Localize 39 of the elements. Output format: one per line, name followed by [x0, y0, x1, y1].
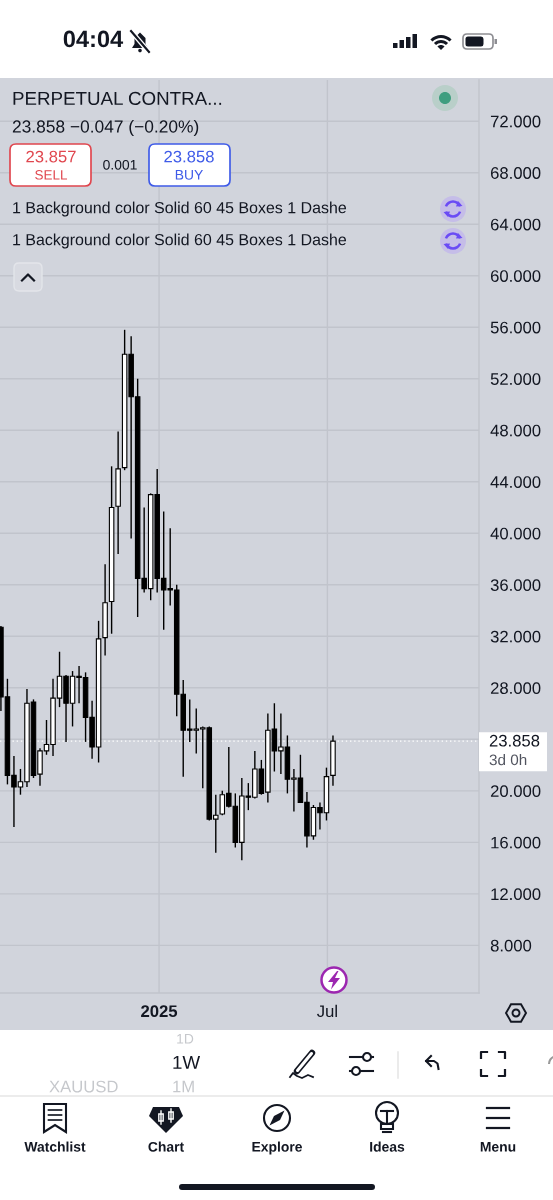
annotation: 23.858 — [164, 150, 214, 163]
x-tick-label: Jul — [317, 1004, 337, 1018]
y-tick-label: 28.000 — [490, 682, 541, 695]
text: Menu — [480, 1142, 516, 1152]
y-tick-label: 68.000 — [490, 167, 541, 179]
y-tick-label: 16.000 — [491, 836, 541, 849]
annotation: 23.857 — [26, 150, 76, 163]
annotation: BUY — [175, 170, 203, 180]
text: 1D — [177, 1034, 194, 1044]
annotation: 1 Background color Solid 60 45 Boxes 1 Dashe — [13, 201, 347, 217]
text: Chart — [148, 1141, 184, 1152]
chart-title: PERPETUAL CONTRA... — [13, 91, 222, 106]
text: 3d 0h — [489, 754, 527, 766]
y-tick-label: 48.000 — [490, 424, 541, 437]
y-tick-label: 36.000 — [490, 579, 541, 591]
text: Watchlist — [24, 1141, 86, 1152]
annotation: SELL — [35, 170, 68, 180]
y-tick-label: 32.000 — [490, 630, 541, 643]
text: 1W — [173, 1055, 201, 1069]
text: Explore — [252, 1141, 302, 1155]
y-tick-label: 52.000 — [490, 373, 541, 385]
ref-line-label: 23.858 — [489, 734, 540, 747]
y-tick-label: 20.000 — [490, 785, 541, 798]
y-tick-label: 12.000 — [491, 888, 541, 901]
annotation: 0.001 — [103, 159, 137, 170]
text: XAUUSD — [49, 1080, 118, 1093]
y-tick-label: 60.000 — [490, 270, 541, 282]
y-tick-label: 72.000 — [490, 115, 541, 128]
annotation: 1 Background color Solid 60 45 Boxes 1 Dashe — [13, 233, 347, 249]
text: 23.858 −0.047 (−0.20%) — [12, 119, 199, 137]
text: 1M — [173, 1080, 194, 1093]
x-tick-label: 2025 — [141, 1005, 178, 1018]
y-tick-label: 8.000 — [490, 939, 532, 952]
y-tick-label: 44.000 — [490, 476, 541, 488]
y-tick-label: 40.000 — [490, 527, 541, 540]
text: 04:04 — [63, 30, 124, 48]
y-tick-label: 64.000 — [490, 218, 541, 231]
y-tick-label: 56.000 — [490, 321, 541, 334]
text: Ideas — [370, 1141, 405, 1152]
